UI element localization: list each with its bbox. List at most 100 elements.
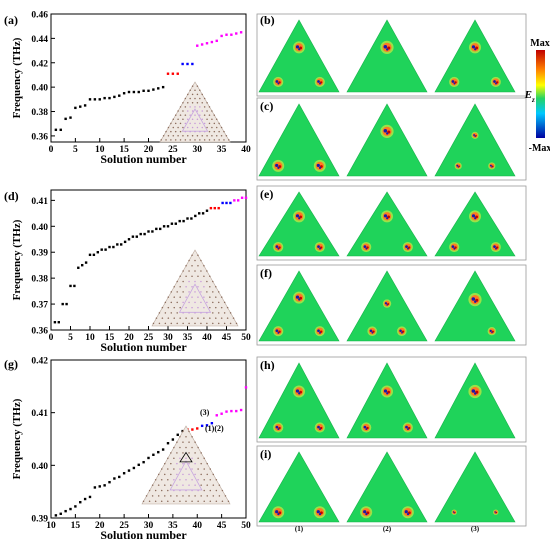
inset-rod xyxy=(161,306,164,309)
inset-rod xyxy=(203,317,205,319)
y-tick-label: 0.40 xyxy=(31,84,48,94)
inset-rod xyxy=(206,322,208,325)
inset-rod xyxy=(173,446,175,449)
inset-rod xyxy=(229,322,232,325)
chart-layer: 0 5 10 15 20 25 30 35 40 0.36 0.38 0.40 0.42 0.44 0.46… xyxy=(11,11,251,543)
inset-rod xyxy=(212,291,214,293)
field-min xyxy=(277,166,280,169)
field-triangle xyxy=(434,103,516,177)
inset-rod xyxy=(185,317,187,319)
inset-rod xyxy=(170,139,172,141)
field-panel-h xyxy=(256,356,527,443)
inset-rod xyxy=(209,468,212,470)
field-min xyxy=(386,48,389,51)
inset-rod xyxy=(167,468,169,470)
data-point-black xyxy=(64,117,67,121)
inset-rod xyxy=(226,317,229,319)
x-tick-label: 10 xyxy=(85,333,95,343)
inset-rod xyxy=(187,110,189,112)
inset-rod xyxy=(189,122,191,125)
x-tick-label: 40 xyxy=(202,333,212,343)
x-tick-label: 50 xyxy=(241,333,251,343)
inset-rod xyxy=(232,317,235,319)
inset-rod xyxy=(164,473,166,476)
inset-rod xyxy=(203,114,206,116)
field-min xyxy=(275,425,279,429)
data-point-black xyxy=(116,243,119,246)
inset-rod xyxy=(185,436,187,438)
inset-rod xyxy=(201,101,203,104)
field-min xyxy=(298,217,301,220)
inset-rod xyxy=(228,139,230,141)
inset-rod xyxy=(189,89,191,92)
data-point-red xyxy=(166,72,170,75)
data-point-black xyxy=(108,245,111,249)
data-point-blue xyxy=(186,62,189,66)
inset-rod xyxy=(167,457,169,460)
inset-rod xyxy=(212,484,215,486)
field-min xyxy=(383,129,388,133)
inset-rod xyxy=(177,110,179,112)
inset-rod xyxy=(218,484,221,486)
inset-rod xyxy=(188,441,190,443)
inset-rod xyxy=(184,122,187,125)
data-point-black xyxy=(147,230,150,233)
x-tick-label: 20 xyxy=(124,333,134,343)
inset-rod xyxy=(213,130,216,133)
data-point-magenta xyxy=(215,414,218,417)
inset-rod xyxy=(212,280,214,283)
inset-rod xyxy=(217,312,220,314)
panel-label: (i) xyxy=(260,447,271,461)
inset-rod xyxy=(191,500,193,503)
data-point-black xyxy=(123,240,127,244)
inset-rod xyxy=(167,126,170,129)
field-min xyxy=(319,331,321,334)
chart-2: 0 5 10 15 20 25 30 35 40 45 50 0.36 0.37 0.38 0.39 0.40… xyxy=(11,189,251,354)
field-triangle-1 xyxy=(258,451,340,523)
field-min xyxy=(277,331,280,334)
data-point-black xyxy=(143,232,146,236)
field-min xyxy=(317,80,320,83)
field-min xyxy=(494,511,496,513)
data-point-blue xyxy=(181,62,184,66)
field-min xyxy=(457,166,459,168)
inset-rod xyxy=(220,317,223,319)
inset-structure-d xyxy=(151,249,239,327)
inset-rod xyxy=(223,139,225,141)
inset-rod xyxy=(206,135,208,137)
inset-rod xyxy=(170,484,172,486)
field-min xyxy=(319,82,321,85)
y-tick-label: 0.38 xyxy=(31,108,48,118)
inset-rod xyxy=(229,312,232,314)
data-point-black xyxy=(152,453,155,456)
data-point-black xyxy=(93,98,97,101)
inset-rod xyxy=(167,479,169,481)
inset-rod xyxy=(164,301,167,304)
data-point-black xyxy=(69,507,72,511)
inset-rod xyxy=(206,280,208,283)
field-min xyxy=(453,512,455,514)
data-point-black xyxy=(131,235,135,238)
inset-rod xyxy=(170,322,173,325)
field-triangle-1 xyxy=(258,19,340,93)
field-min xyxy=(491,166,493,168)
x-axis-label: Solution number xyxy=(100,340,187,354)
inset-rod xyxy=(176,301,178,304)
field-min xyxy=(407,247,409,250)
inset-rod xyxy=(199,97,201,100)
x-tick-label: 0 xyxy=(49,333,54,343)
inset-rod xyxy=(174,114,177,116)
inset-rod xyxy=(173,457,175,460)
data-point-black xyxy=(205,209,209,212)
inset-rod xyxy=(164,462,166,465)
field-min xyxy=(495,247,497,250)
inset-rod xyxy=(160,500,163,503)
inset-rod xyxy=(173,317,175,319)
data-point-black xyxy=(161,448,165,451)
field-min xyxy=(471,45,476,49)
inset-rod xyxy=(203,468,205,470)
colorbar xyxy=(536,50,545,138)
field-triangle-3 xyxy=(434,103,516,177)
data-point-black xyxy=(135,235,138,238)
inset-rod xyxy=(170,452,172,454)
